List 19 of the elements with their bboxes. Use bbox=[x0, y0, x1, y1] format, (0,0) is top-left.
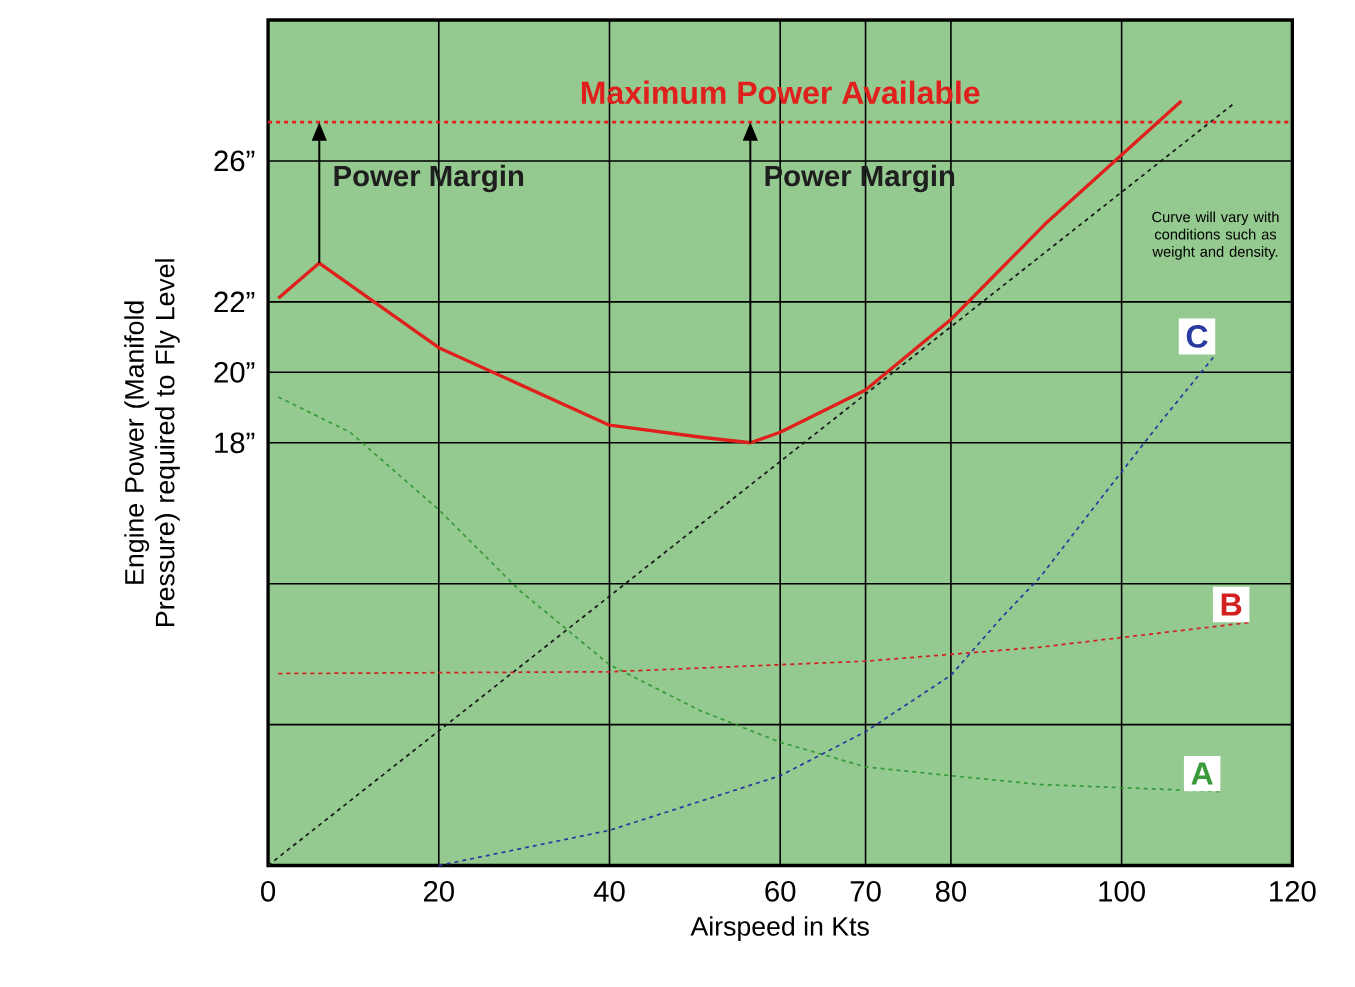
series-label: A bbox=[1191, 762, 1213, 785]
x-axis-title: Airspeed in Kts bbox=[690, 916, 869, 942]
x-tick-label: 120 bbox=[1270, 880, 1316, 902]
y-axis-title: Engine Power (Manifold Pressure) required to Fly Level bbox=[124, 259, 180, 626]
y-tick-label: 18” bbox=[215, 432, 255, 454]
x-tick-label: 70 bbox=[850, 880, 881, 902]
y-tick-label: 22” bbox=[214, 291, 255, 313]
series-label: B bbox=[1221, 593, 1242, 616]
x-tick-label: 0 bbox=[261, 880, 276, 902]
x-tick-label: 80 bbox=[935, 880, 967, 902]
y-tick-label: 20” bbox=[214, 361, 255, 383]
line-series bbox=[277, 396, 1222, 793]
y-tick-label: 26” bbox=[214, 150, 255, 172]
x-tick-label: 60 bbox=[765, 880, 796, 902]
annotation: Curve will vary with conditions such as weight and density. bbox=[1152, 211, 1279, 260]
x-tick-label: 100 bbox=[1099, 880, 1145, 902]
x-tick-label: 40 bbox=[593, 880, 625, 902]
series-label: C bbox=[1186, 325, 1208, 348]
x-tick-label: 20 bbox=[423, 880, 454, 902]
